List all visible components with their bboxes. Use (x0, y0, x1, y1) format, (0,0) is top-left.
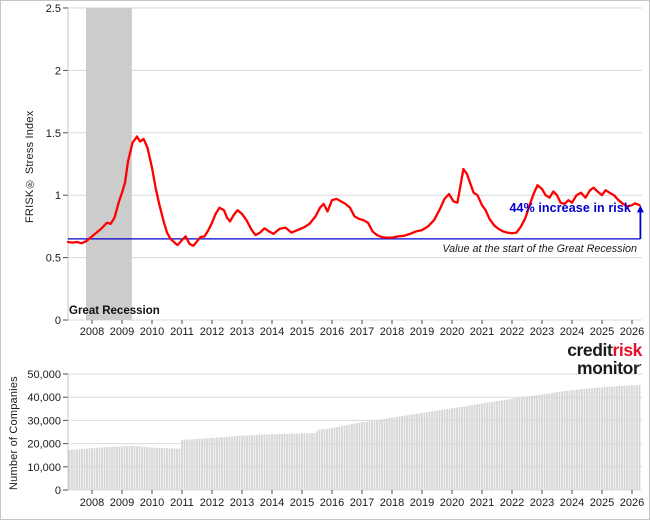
svg-text:30,000: 30,000 (27, 415, 61, 427)
svg-text:2008: 2008 (80, 326, 104, 338)
logo-line-1: creditrisk (567, 340, 642, 360)
svg-text:2014: 2014 (260, 326, 284, 338)
svg-text:2018: 2018 (380, 326, 404, 338)
svg-text:0.5: 0.5 (46, 253, 61, 265)
svg-text:2010: 2010 (140, 326, 164, 338)
creditriskmonitor-logo: creditrisk monitor· (567, 340, 642, 378)
logo-trademark-dot: · (639, 360, 642, 370)
svg-text:2011: 2011 (170, 326, 194, 338)
svg-text:2013: 2013 (230, 326, 254, 338)
svg-text:2016: 2016 (320, 497, 344, 509)
svg-text:2011: 2011 (170, 497, 194, 509)
svg-text:2017: 2017 (350, 326, 374, 338)
svg-text:2022: 2022 (500, 326, 524, 338)
svg-text:2015: 2015 (290, 497, 314, 509)
svg-text:2021: 2021 (470, 497, 494, 509)
svg-text:2023: 2023 (530, 497, 554, 509)
svg-text:2008: 2008 (80, 497, 104, 509)
svg-text:2019: 2019 (410, 497, 434, 509)
great-recession-band-label: Great Recession (69, 305, 160, 317)
svg-text:2026: 2026 (620, 497, 644, 509)
svg-text:2009: 2009 (110, 326, 134, 338)
svg-text:2024: 2024 (560, 497, 584, 509)
logo-credit-text: credit (567, 340, 613, 360)
svg-text:20,000: 20,000 (27, 439, 61, 451)
svg-text:2021: 2021 (470, 326, 494, 338)
svg-text:1.5: 1.5 (46, 128, 61, 140)
svg-text:2025: 2025 (590, 326, 614, 338)
svg-text:2025: 2025 (590, 497, 614, 509)
svg-text:2023: 2023 (530, 326, 554, 338)
svg-text:2015: 2015 (290, 326, 314, 338)
frisk-stress-index-chart: 0 0.5 1 1.5 2 2.5 2008 2009 2010 2011 2012 2013 2014… (46, 3, 645, 338)
svg-text:2: 2 (55, 65, 61, 77)
svg-text:2024: 2024 (560, 326, 584, 338)
svg-text:2014: 2014 (260, 497, 284, 509)
svg-text:0: 0 (55, 485, 61, 497)
logo-line-2: monitor· (567, 358, 642, 378)
svg-text:1: 1 (55, 190, 61, 202)
svg-text:2010: 2010 (140, 497, 164, 509)
risk-increase-annotation: 44% increase in risk (509, 201, 631, 215)
bottom-chart-y-axis-title: Number of Companies (8, 376, 20, 490)
number-of-companies-chart: 0 10,000 20,000 30,000 40,000 50,000 2008 2009 2… (27, 369, 644, 509)
svg-text:2012: 2012 (200, 326, 224, 338)
reference-line-caption: Value at the start of the Great Recessio… (442, 243, 637, 255)
svg-text:2019: 2019 (410, 326, 434, 338)
svg-text:2017: 2017 (350, 497, 374, 509)
svg-text:10,000: 10,000 (27, 462, 61, 474)
svg-text:2022: 2022 (500, 497, 524, 509)
svg-text:2.5: 2.5 (46, 3, 61, 15)
svg-text:2016: 2016 (320, 326, 344, 338)
svg-text:2013: 2013 (230, 497, 254, 509)
top-chart-y-axis-title: FRISK® Stress Index (24, 110, 36, 224)
logo-risk-text: risk (612, 340, 642, 360)
svg-text:2020: 2020 (440, 497, 464, 509)
svg-text:2020: 2020 (440, 326, 464, 338)
svg-text:50,000: 50,000 (27, 369, 61, 381)
svg-text:2026: 2026 (620, 326, 644, 338)
svg-text:2012: 2012 (200, 497, 224, 509)
svg-text:2018: 2018 (380, 497, 404, 509)
logo-monitor-text: monitor (577, 358, 640, 378)
svg-text:0: 0 (55, 315, 61, 327)
svg-text:40,000: 40,000 (27, 392, 61, 404)
svg-text:2009: 2009 (110, 497, 134, 509)
